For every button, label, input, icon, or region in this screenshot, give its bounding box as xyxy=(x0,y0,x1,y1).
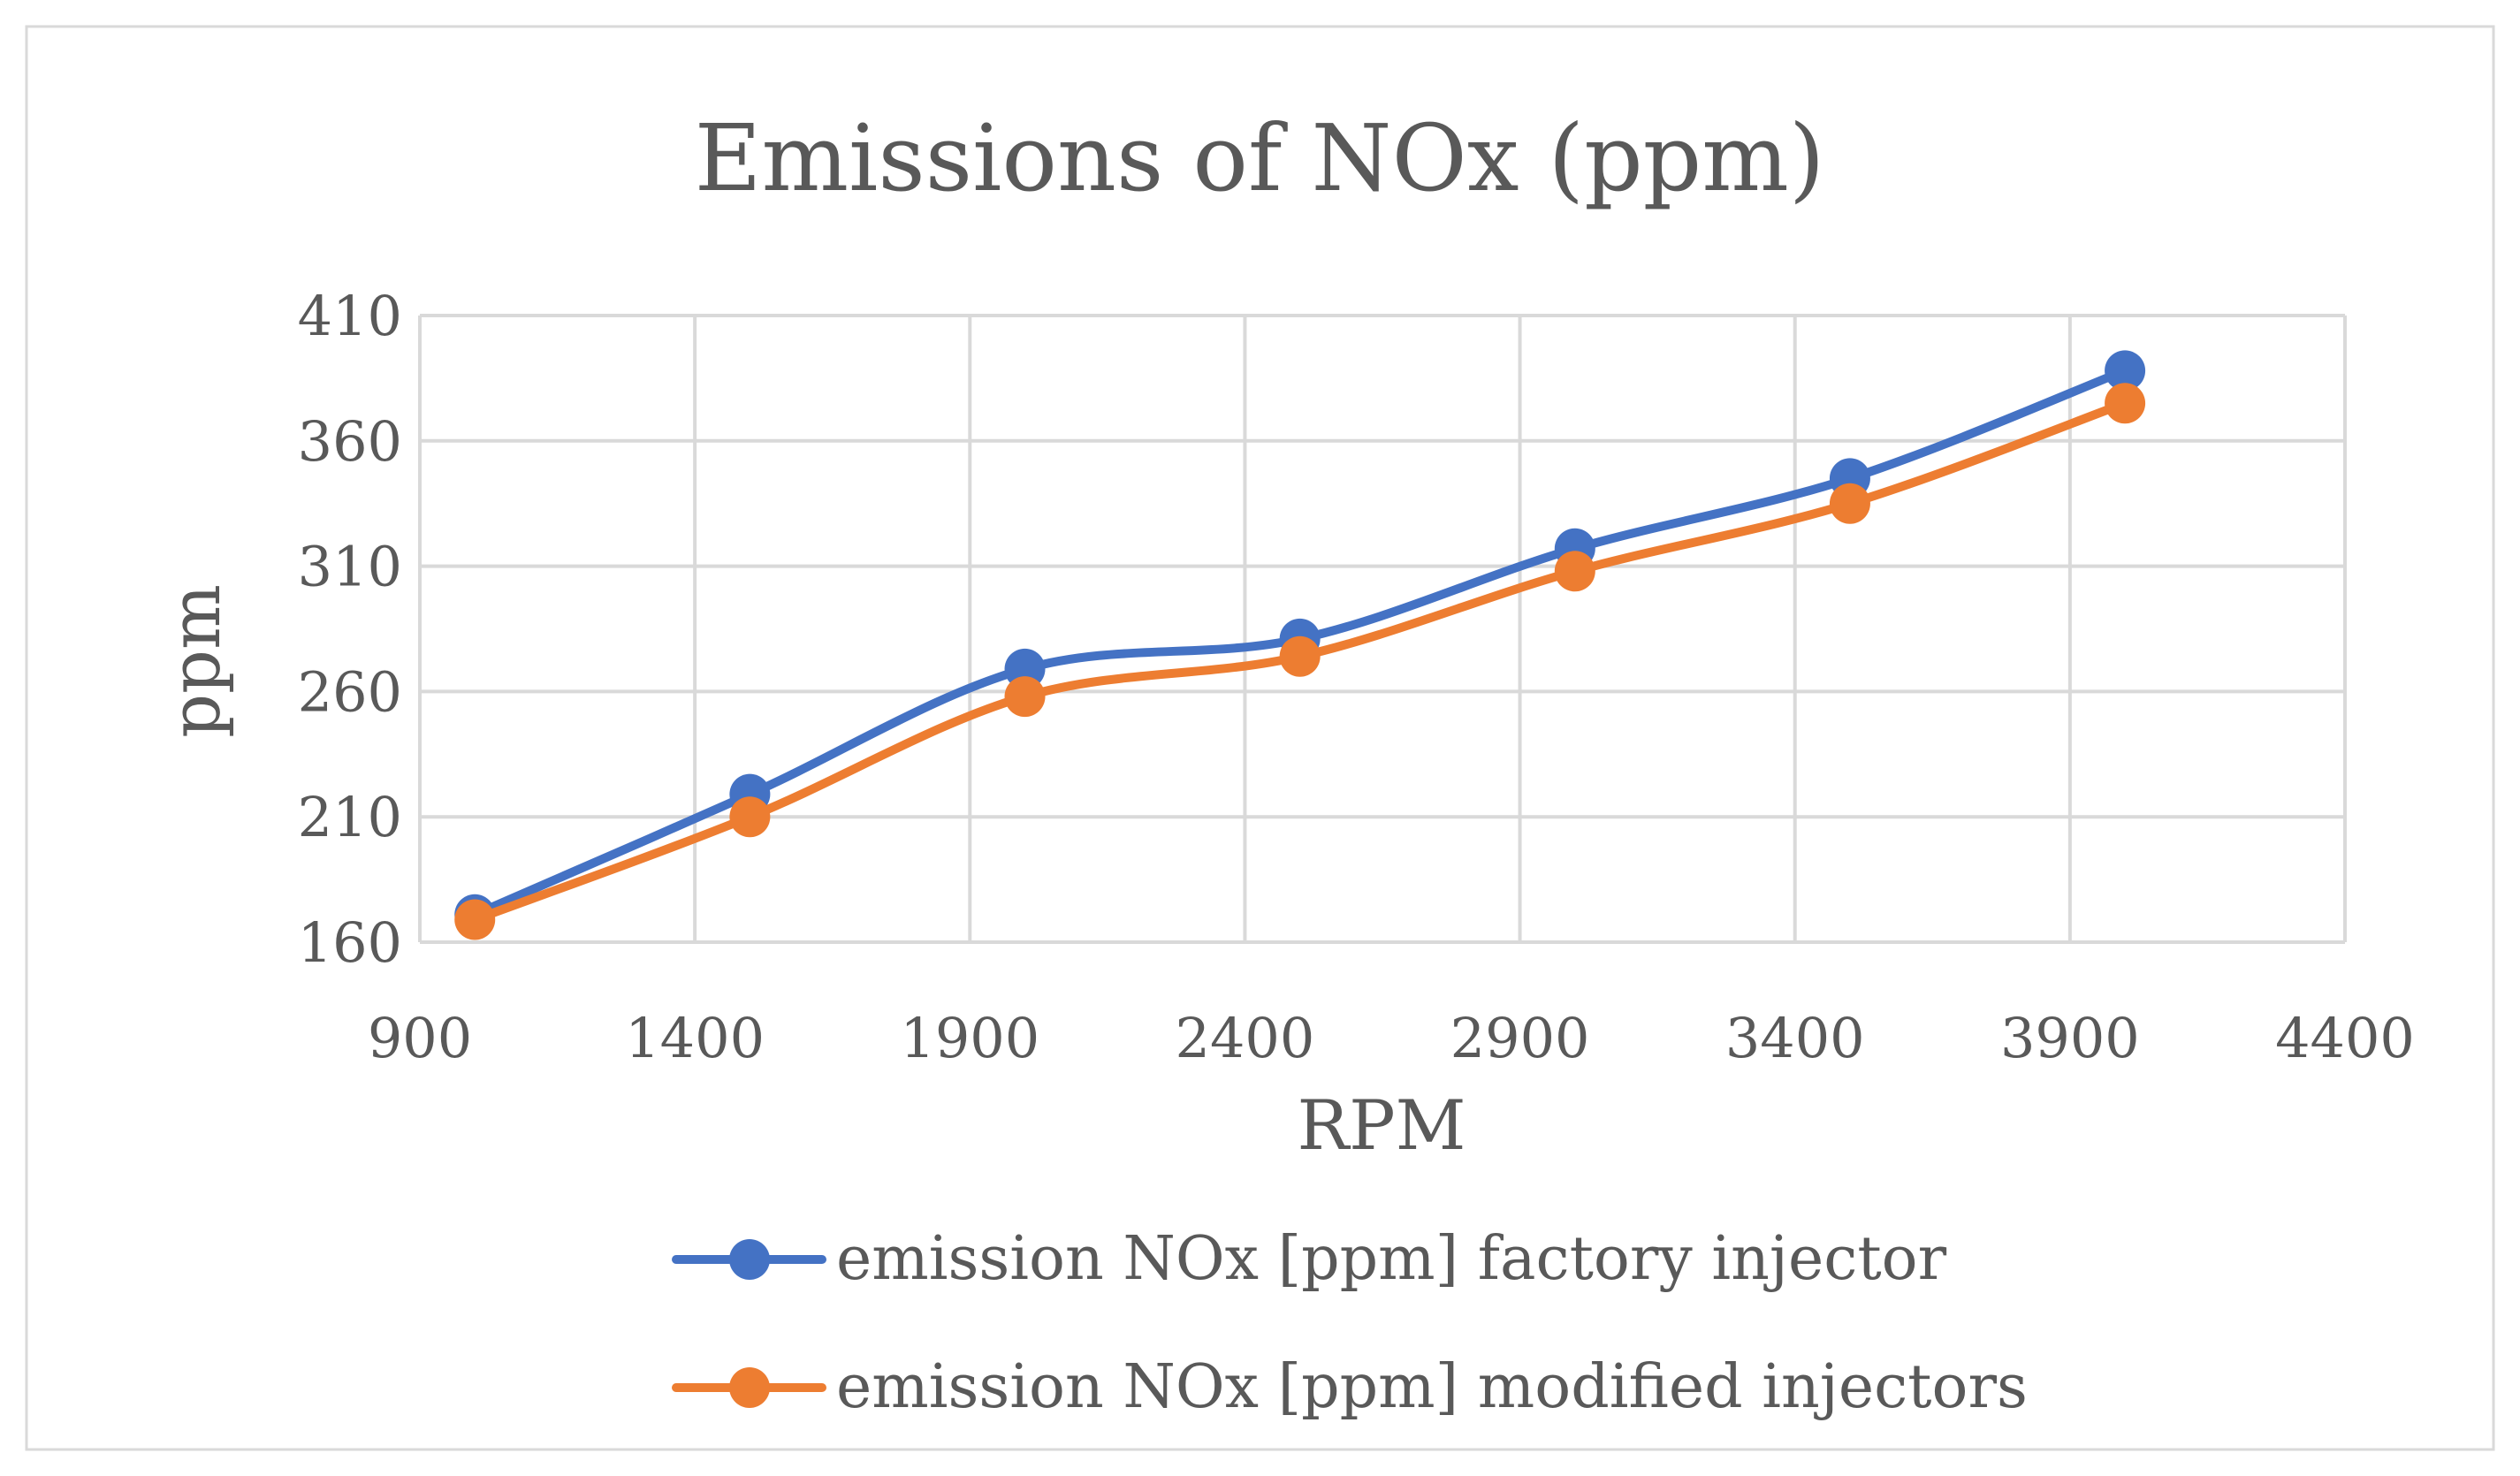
x-axis-ticks: 900 1400 1900 2400 2900 3400 3900 4400 xyxy=(368,1006,2415,1070)
y-tick-label-160: 160 xyxy=(298,910,402,975)
series-modified-injectors xyxy=(454,383,2146,940)
y-tick-label-410: 410 xyxy=(298,284,402,348)
x-tick-label-900: 900 xyxy=(368,1006,472,1070)
chart-title: Emissions of NOx (ppm) xyxy=(695,104,1825,212)
x-tick-label-1900: 1900 xyxy=(900,1006,1039,1070)
legend-entry-modified-injectors: emission NOx [ppm] modified injectors xyxy=(672,1352,2028,1422)
x-tick-label-3400: 3400 xyxy=(1725,1006,1865,1070)
data-point-factory-injector-4000 xyxy=(2105,350,2146,392)
data-point-modified-injectors-4000 xyxy=(2105,383,2146,424)
x-axis-title: RPM xyxy=(1297,1086,1466,1166)
data-point-modified-injectors-3000 xyxy=(1554,551,1595,592)
y-tick-label-310: 310 xyxy=(298,535,402,599)
plot-series xyxy=(454,350,2146,940)
legend-label-factory-injector: emission NOx [ppm] factory injector xyxy=(836,1224,1947,1294)
legend-label-modified-injectors: emission NOx [ppm] modified injectors xyxy=(836,1352,2028,1422)
y-tick-label-210: 210 xyxy=(298,785,402,849)
y-tick-label-360: 360 xyxy=(298,409,402,474)
y-axis-title: ppm xyxy=(156,584,236,738)
y-axis-ticks: 160 210 260 310 360 410 xyxy=(298,284,402,975)
chart-area-border xyxy=(25,25,2495,1451)
legend-marker-factory-injector xyxy=(729,1239,770,1280)
data-point-modified-injectors-3500 xyxy=(1829,483,1870,524)
y-tick-label-260: 260 xyxy=(298,659,402,724)
data-point-modified-injectors-1000 xyxy=(454,899,496,940)
legend-entry-factory-injector: emission NOx [ppm] factory injector xyxy=(672,1224,1947,1294)
data-point-modified-injectors-1500 xyxy=(729,796,771,838)
data-point-modified-injectors-2500 xyxy=(1279,635,1321,677)
x-tick-label-3900: 3900 xyxy=(2000,1006,2140,1070)
x-tick-label-1400: 1400 xyxy=(625,1006,765,1070)
legend-marker-modified-injectors xyxy=(729,1367,770,1408)
x-tick-label-4400: 4400 xyxy=(2275,1006,2415,1070)
data-point-modified-injectors-2000 xyxy=(1004,676,1046,718)
legend: emission NOx [ppm] factory injector emis… xyxy=(672,1224,2028,1422)
x-tick-label-2900: 2900 xyxy=(1450,1006,1590,1070)
x-tick-label-2400: 2400 xyxy=(1176,1006,1315,1070)
